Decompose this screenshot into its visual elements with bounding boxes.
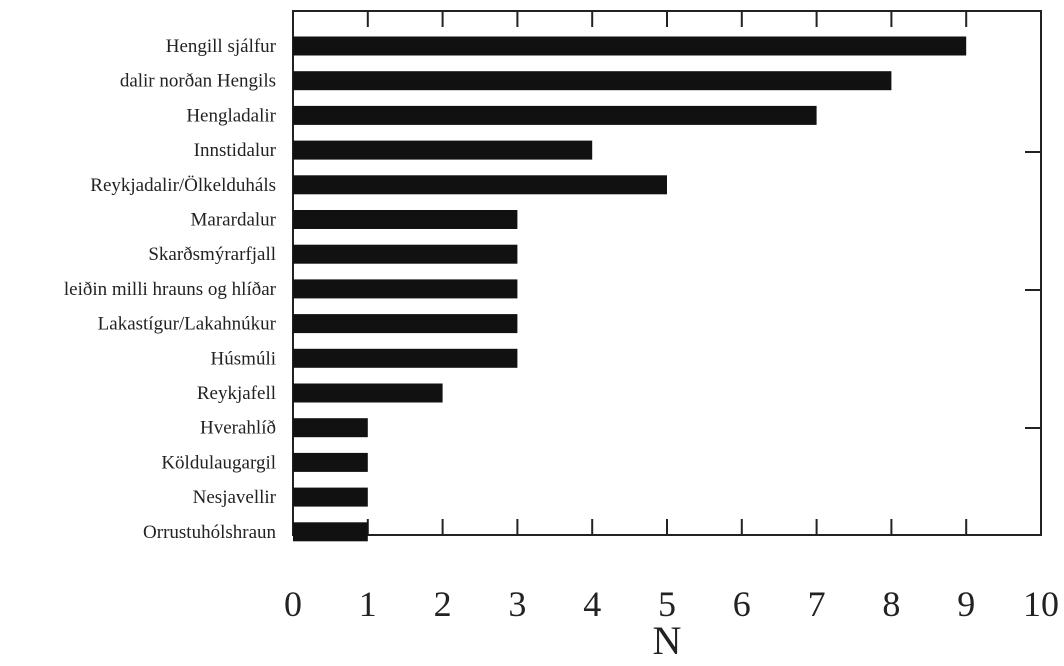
x-tick-label: 2 bbox=[434, 584, 452, 624]
x-tick-label: 1 bbox=[359, 584, 377, 624]
bar bbox=[293, 487, 368, 507]
category-label: dalir norðan Hengils bbox=[120, 71, 276, 92]
x-tick-label: 4 bbox=[583, 584, 601, 624]
category-label: Reykjafell bbox=[197, 383, 276, 404]
bar bbox=[293, 105, 817, 125]
bars bbox=[293, 36, 967, 542]
category-label: Hengill sjálfur bbox=[166, 36, 277, 57]
category-label: Skarðsmýrarfjall bbox=[148, 244, 276, 265]
bar bbox=[293, 210, 518, 229]
category-label: Hengladalir bbox=[186, 105, 276, 126]
x-tick-label: 8 bbox=[882, 584, 900, 624]
x-tick-label: 10 bbox=[1023, 584, 1059, 624]
bar bbox=[293, 522, 368, 542]
category-label: Köldulaugargil bbox=[161, 452, 276, 473]
bar bbox=[293, 314, 518, 334]
category-labels: Hengill sjálfur dalir norðan Hengils Hengl… bbox=[64, 36, 277, 543]
x-tick-labels: 0 1 2 3 4 5 6 7 8 9 10 bbox=[284, 584, 1059, 624]
x-tick-label: 5 bbox=[658, 584, 676, 624]
category-label: Lakastígur/Lakahnúkur bbox=[98, 314, 277, 335]
x-tick-label: 0 bbox=[284, 584, 302, 624]
axis-ticks bbox=[292, 11, 1042, 535]
bar bbox=[293, 383, 443, 403]
bar bbox=[293, 244, 518, 264]
bar bbox=[293, 418, 368, 438]
category-label: Nesjavellir bbox=[193, 487, 277, 508]
x-tick-label: 9 bbox=[957, 584, 975, 624]
bar bbox=[293, 279, 518, 299]
bar bbox=[293, 36, 967, 56]
category-label: Marardalur bbox=[191, 210, 277, 231]
x-tick-label: 6 bbox=[733, 584, 751, 624]
bar bbox=[293, 175, 667, 195]
category-label: Hverahlíð bbox=[200, 418, 276, 439]
x-tick-label: 7 bbox=[808, 584, 826, 624]
bar bbox=[293, 348, 518, 368]
category-label: Reykjadalir/Ölkelduháls bbox=[90, 175, 276, 196]
category-label: Orrustuhólshraun bbox=[143, 522, 276, 543]
bar bbox=[293, 71, 892, 91]
x-tick-label: 3 bbox=[508, 584, 526, 624]
x-axis-title: N bbox=[653, 618, 682, 663]
bar bbox=[293, 140, 593, 160]
category-label: leiðin milli hrauns og hlíðar bbox=[64, 279, 277, 300]
category-label: Húsmúli bbox=[211, 348, 276, 369]
bar bbox=[293, 452, 368, 472]
category-label: Innstidalur bbox=[194, 140, 277, 161]
